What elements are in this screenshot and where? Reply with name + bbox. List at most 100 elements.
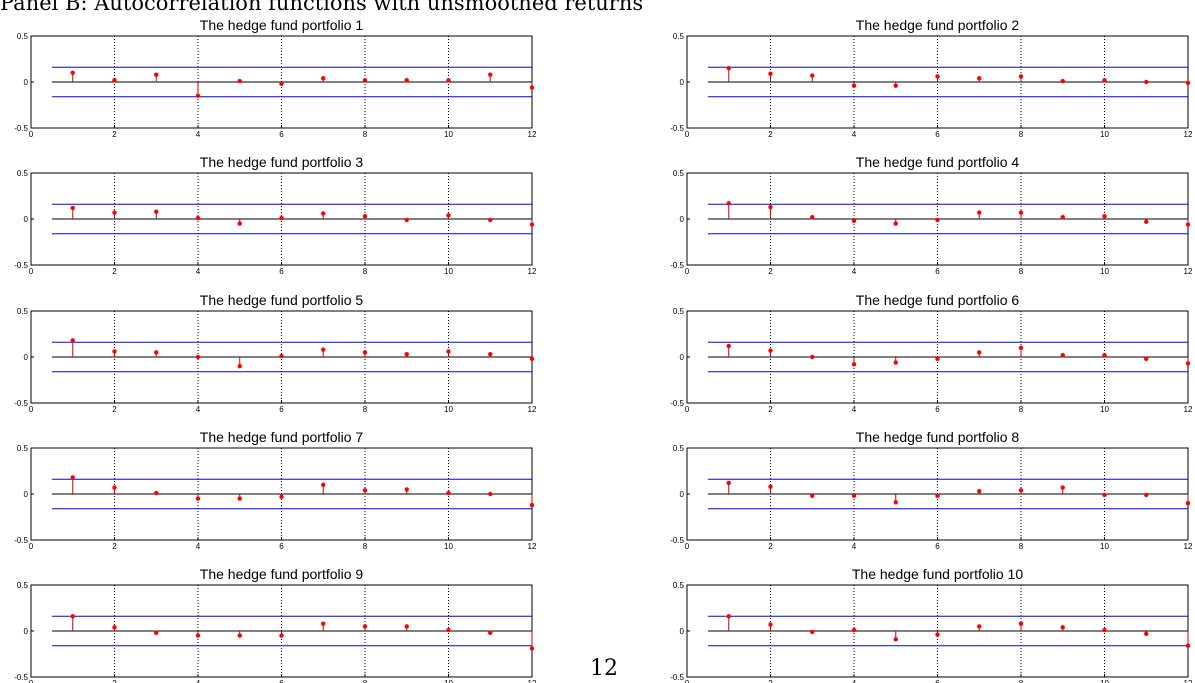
acf-chart-8: The hedge fund portfolio 80 2 4 6 8 10 12-0.50… [670, 429, 1193, 551]
acf-point [446, 490, 451, 496]
acf-point [935, 493, 940, 499]
x-tick-label: 4 [852, 542, 857, 551]
x-tick-label: 2 [112, 679, 117, 683]
acf-point [810, 629, 815, 635]
y-tick-label: -0.5 [14, 261, 28, 270]
acf-point [154, 490, 159, 496]
acf-point [112, 77, 117, 83]
acf-point [70, 475, 75, 480]
acf-point [935, 356, 940, 362]
acf-point [1144, 492, 1149, 498]
x-tick-label: 12 [1184, 267, 1193, 276]
x-tick-label: 6 [935, 679, 940, 683]
x-tick-label: 10 [444, 679, 453, 683]
x-tick-label: 8 [1019, 542, 1024, 551]
x-tick-label: 8 [1019, 679, 1024, 683]
x-tick-label: 10 [444, 130, 453, 139]
x-tick-label: 12 [528, 679, 537, 683]
acf-point [977, 76, 982, 81]
y-tick-label: 0 [680, 490, 685, 499]
x-tick-label: 10 [444, 405, 453, 414]
chart-title: The hedge fund portfolio 4 [856, 154, 1020, 170]
y-tick-label: 0.5 [17, 169, 29, 178]
x-tick-label: 0 [29, 267, 34, 276]
x-tick-label: 4 [852, 405, 857, 414]
y-tick-label: 0 [680, 627, 685, 636]
x-tick-label: 2 [768, 679, 773, 683]
acf-point [404, 352, 409, 357]
x-tick-label: 8 [363, 130, 368, 139]
acf-point [1060, 625, 1065, 630]
acf-point [851, 83, 857, 88]
x-tick-label: 0 [685, 542, 690, 551]
x-tick-label: 10 [444, 542, 453, 551]
acf-point [195, 633, 201, 638]
y-tick-label: 0 [24, 627, 29, 636]
acf-point [1018, 210, 1024, 215]
acf-point [112, 485, 117, 490]
y-tick-label: 0.5 [673, 307, 685, 316]
x-tick-label: 6 [935, 405, 940, 414]
acf-point [321, 482, 326, 487]
acf-point [529, 646, 535, 651]
x-tick-label: 10 [1100, 130, 1109, 139]
acf-point [488, 630, 493, 636]
acf-point [112, 625, 117, 630]
x-tick-label: 0 [29, 542, 34, 551]
acf-point [726, 66, 731, 71]
x-tick-label: 12 [528, 405, 537, 414]
y-tick-label: 0.5 [17, 307, 29, 316]
acf-point [851, 627, 857, 633]
y-tick-label: 0.5 [17, 581, 29, 590]
x-tick-label: 8 [363, 267, 368, 276]
x-tick-label: 6 [935, 130, 940, 139]
x-tick-label: 8 [1019, 130, 1024, 139]
acf-point [446, 349, 451, 354]
chart-title: The hedge fund portfolio 10 [852, 566, 1023, 582]
acf-point [70, 614, 75, 619]
acf-point [70, 205, 75, 211]
acf-point [768, 204, 773, 210]
acf-point [195, 354, 201, 360]
x-tick-label: 12 [1184, 405, 1193, 414]
x-tick-label: 6 [935, 542, 940, 551]
chart-title: The hedge fund portfolio 7 [200, 429, 364, 445]
acf-point [1144, 631, 1149, 636]
acf-point [726, 480, 731, 486]
acf-point [768, 484, 773, 489]
acf-point [70, 70, 75, 75]
acf-point [195, 215, 201, 221]
acf-point [488, 352, 493, 357]
chart-title: The hedge fund portfolio 5 [200, 292, 364, 308]
acf-point [404, 487, 409, 492]
acf-point [1102, 214, 1107, 219]
acf-point [1144, 79, 1149, 85]
acf-chart-5: The hedge fund portfolio 50 2 4 6 8 10 12-0.50… [14, 292, 537, 414]
x-tick-label: 12 [1184, 679, 1193, 683]
y-tick-label: 0 [24, 490, 29, 499]
panel-heading: Panel B: Autocorrelation functions with … [0, 0, 644, 15]
x-tick-label: 0 [685, 679, 690, 683]
acf-point [1102, 492, 1107, 498]
acf-point [237, 496, 242, 501]
acf-chart-1: The hedge fund portfolio 10 2 4 6 8 10 12-0.50… [14, 17, 537, 139]
acf-chart-2: The hedge fund portfolio 20 2 4 6 8 10 12-0.50… [670, 17, 1193, 139]
acf-point [893, 360, 898, 365]
x-tick-label: 4 [852, 679, 857, 683]
acf-point [1102, 77, 1107, 83]
acf-point [488, 72, 493, 77]
acf-point [154, 350, 159, 355]
acf-point [446, 213, 451, 218]
y-tick-label: 0 [680, 353, 685, 362]
y-tick-label: -0.5 [14, 536, 28, 545]
acf-chart-10: The hedge fund portfolio 10 0 2 4 6 8 10 12 -0.5… [670, 566, 1193, 683]
x-tick-label: 6 [279, 679, 284, 683]
acf-point [810, 214, 815, 220]
x-tick-label: 12 [528, 267, 537, 276]
y-tick-label: -0.5 [670, 536, 684, 545]
acf-point [810, 493, 815, 499]
y-tick-label: 0.5 [17, 32, 29, 41]
acf-point [726, 201, 731, 206]
acf-point [529, 222, 535, 227]
